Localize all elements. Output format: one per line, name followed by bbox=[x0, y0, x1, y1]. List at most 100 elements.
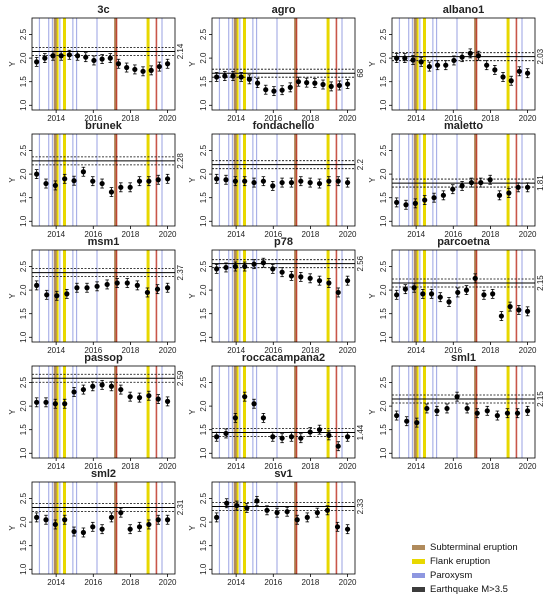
mean-label: 2.15 bbox=[536, 391, 545, 407]
data-point bbox=[164, 176, 171, 182]
data-point bbox=[90, 383, 96, 389]
y-tick-label: 2.0 bbox=[379, 168, 388, 180]
data-point bbox=[118, 510, 124, 516]
y-tick-label: 1.0 bbox=[199, 99, 208, 111]
y-axis-label: Y bbox=[188, 61, 197, 67]
data-point bbox=[71, 178, 77, 184]
x-tick-label: 2014 bbox=[407, 230, 425, 239]
x-tick-label: 2020 bbox=[159, 578, 177, 587]
data-point bbox=[403, 202, 409, 208]
data-point bbox=[454, 394, 460, 400]
panel-title: sml1 bbox=[451, 352, 476, 364]
data-point bbox=[459, 54, 465, 60]
panel-frame bbox=[31, 481, 176, 575]
data-point bbox=[270, 183, 276, 189]
data-point bbox=[394, 199, 400, 206]
data-point bbox=[264, 507, 270, 513]
mean-label: 2.31 bbox=[176, 499, 185, 515]
data-point bbox=[464, 405, 470, 412]
panel-frame bbox=[31, 249, 176, 343]
data-point bbox=[74, 285, 80, 291]
data-point bbox=[335, 289, 341, 296]
data-point bbox=[287, 84, 293, 90]
data-point bbox=[34, 171, 40, 177]
data-point bbox=[336, 82, 342, 89]
mean-label: 1.44 bbox=[356, 424, 365, 440]
y-tick-label: 2.0 bbox=[379, 400, 388, 412]
y-tick-label: 2.0 bbox=[199, 168, 208, 180]
x-tick-label: 2018 bbox=[122, 578, 140, 587]
x-tick-label: 2014 bbox=[227, 114, 245, 123]
data-point bbox=[260, 260, 267, 266]
data-point bbox=[487, 177, 493, 183]
data-point bbox=[304, 514, 310, 520]
data-point bbox=[335, 178, 341, 184]
data-point bbox=[312, 80, 318, 86]
data-point bbox=[214, 176, 220, 182]
legend-label: Subterminal eruption bbox=[430, 541, 518, 553]
panel-frame bbox=[211, 481, 356, 575]
data-point bbox=[251, 261, 257, 267]
data-point bbox=[146, 178, 152, 184]
data-point bbox=[284, 509, 290, 515]
data-point bbox=[320, 81, 326, 88]
y-axis-label: Y bbox=[368, 177, 377, 183]
x-tick-label: 2018 bbox=[302, 578, 320, 587]
y-tick-label: 2.0 bbox=[19, 284, 28, 296]
x-tick-label: 2014 bbox=[227, 230, 245, 239]
mean-label: 2.33 bbox=[356, 498, 365, 514]
y-axis-label: Y bbox=[368, 61, 377, 67]
y-tick-label: 1.0 bbox=[199, 447, 208, 459]
mean-label: 2.03 bbox=[536, 48, 545, 64]
data-point bbox=[244, 505, 250, 511]
panel-frame bbox=[211, 17, 356, 111]
data-point bbox=[71, 389, 77, 395]
data-point bbox=[107, 55, 113, 61]
data-point bbox=[418, 59, 424, 65]
mean-label: 2.28 bbox=[176, 153, 185, 169]
panel-frame bbox=[391, 17, 536, 111]
x-tick-label: 2020 bbox=[159, 230, 177, 239]
x-tick-label: 2014 bbox=[47, 578, 65, 587]
x-tick-label: 2016 bbox=[84, 578, 102, 587]
y-tick-label: 1.0 bbox=[19, 331, 28, 343]
data-point bbox=[34, 399, 40, 405]
y-tick-label: 1.5 bbox=[199, 192, 208, 204]
x-tick-label: 2016 bbox=[264, 578, 282, 587]
legend-label: Earthquake M>3.5 bbox=[430, 583, 508, 595]
data-point bbox=[54, 293, 60, 299]
panel-title: fondachello bbox=[253, 120, 315, 132]
panel-sml2: sml2 2014 2016 2018 2020 1.0 1.5 2.0 2.5 Y 2.31 bbox=[8, 468, 185, 587]
data-point bbox=[524, 408, 531, 414]
data-point bbox=[164, 398, 171, 404]
data-point bbox=[155, 517, 161, 523]
x-tick-label: 2018 bbox=[302, 230, 320, 239]
y-tick-label: 2.5 bbox=[199, 144, 208, 156]
data-point bbox=[214, 266, 220, 272]
x-tick-label: 2016 bbox=[264, 114, 282, 123]
data-point bbox=[279, 435, 285, 441]
y-tick-label: 1.0 bbox=[199, 563, 208, 575]
data-point bbox=[254, 80, 261, 86]
y-tick-label: 2.5 bbox=[19, 376, 28, 388]
y-tick-label: 2.5 bbox=[379, 376, 388, 388]
panel-3c: 3c 2014 2016 2018 2020 1.0 1.5 2.0 2.5 Y 2.14 bbox=[8, 4, 185, 123]
data-point bbox=[127, 526, 133, 532]
data-point bbox=[246, 76, 252, 82]
data-point bbox=[394, 412, 400, 419]
data-point bbox=[484, 62, 490, 68]
data-point bbox=[251, 179, 257, 186]
data-point bbox=[80, 529, 87, 536]
data-point bbox=[515, 184, 521, 190]
data-point bbox=[316, 427, 323, 433]
y-axis-label: Y bbox=[188, 293, 197, 299]
data-point bbox=[263, 87, 269, 93]
data-point bbox=[279, 179, 285, 186]
y-axis-label: Y bbox=[188, 409, 197, 415]
x-tick-label: 2018 bbox=[122, 346, 140, 355]
y-tick-label: 2.5 bbox=[379, 260, 388, 272]
x-tick-label: 2020 bbox=[159, 346, 177, 355]
x-tick-label: 2020 bbox=[339, 578, 357, 587]
data-point bbox=[468, 179, 475, 186]
data-point bbox=[114, 280, 120, 286]
